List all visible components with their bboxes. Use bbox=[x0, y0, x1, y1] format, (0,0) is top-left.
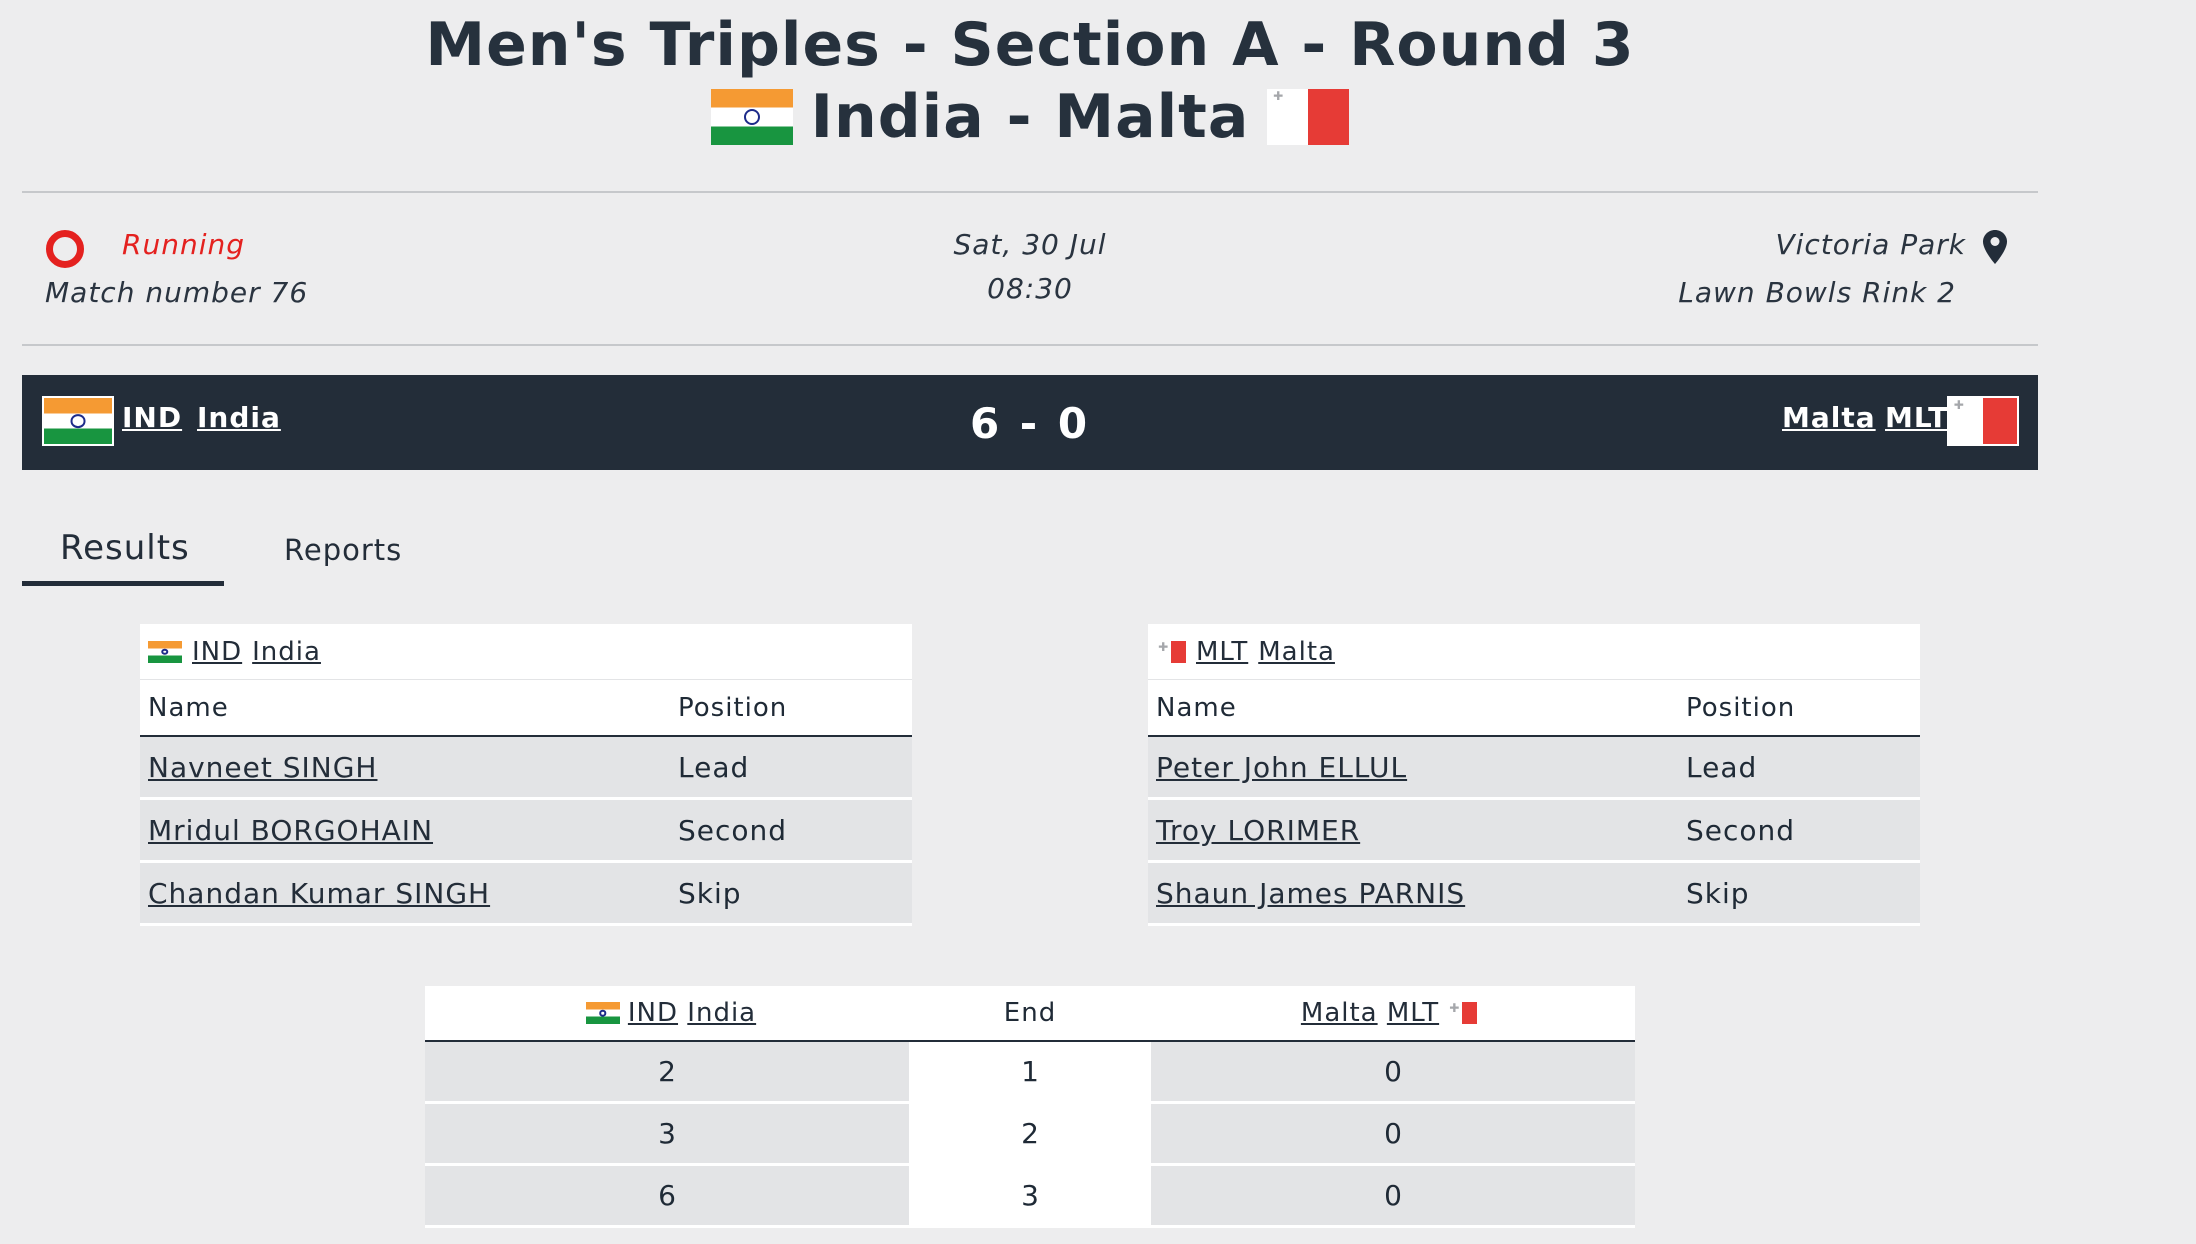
column-headers: Name Position bbox=[1148, 680, 1920, 737]
player-position: Lead bbox=[1686, 750, 1758, 784]
home-name-link[interactable]: India bbox=[687, 998, 757, 1028]
match-status: Running bbox=[122, 228, 245, 261]
home-name-link[interactable]: India bbox=[252, 636, 321, 667]
ends-table-header: IND India End Malta MLT bbox=[425, 986, 1635, 1042]
tab-reports[interactable]: Reports bbox=[284, 533, 403, 567]
home-end-score: 2 bbox=[425, 1042, 909, 1101]
home-code-link[interactable]: IND bbox=[627, 998, 679, 1028]
away-code-link[interactable]: MLT bbox=[1386, 998, 1440, 1028]
player-link[interactable]: Shaun James PARNIS bbox=[1156, 876, 1466, 910]
active-tab-indicator bbox=[22, 581, 224, 586]
malta-flag-icon bbox=[1947, 396, 2019, 446]
venue-name: Victoria Park bbox=[1775, 228, 1966, 261]
away-team-code-link[interactable]: MLT bbox=[1885, 401, 1949, 434]
column-headers: Name Position bbox=[140, 680, 912, 737]
player-link[interactable]: Troy LORIMER bbox=[1156, 813, 1361, 847]
away-name-link[interactable]: Malta bbox=[1300, 998, 1378, 1028]
player-position: Skip bbox=[678, 876, 742, 910]
player-position: Skip bbox=[1686, 876, 1750, 910]
away-end-score: 0 bbox=[1151, 1104, 1635, 1163]
end-number: 2 bbox=[909, 1104, 1151, 1163]
away-roster-table: MLT Malta Name Position Peter John ELLUL… bbox=[1148, 624, 1920, 926]
away-end-score: 0 bbox=[1151, 1042, 1635, 1101]
player-link[interactable]: Peter John ELLUL bbox=[1156, 750, 1408, 784]
divider bbox=[22, 344, 2038, 346]
divider bbox=[22, 191, 2038, 193]
table-row: Peter John ELLUL Lead bbox=[1148, 737, 1920, 800]
teams-heading-text: India - Malta bbox=[810, 82, 1250, 152]
page-title: Men's Triples - Section A - Round 3 bbox=[425, 10, 1635, 80]
table-row: Navneet SINGH Lead bbox=[140, 737, 912, 800]
table-row: Mridul BORGOHAIN Second bbox=[140, 800, 912, 863]
match-date: Sat, 30 Jul bbox=[953, 228, 1107, 261]
home-end-score: 6 bbox=[425, 1166, 909, 1225]
teams-heading: India - Malta bbox=[0, 82, 2060, 152]
column-header-position: Position bbox=[1686, 692, 1796, 723]
end-column-header: End bbox=[909, 986, 1151, 1040]
running-status-icon bbox=[46, 230, 84, 268]
match-number: Match number 76 bbox=[45, 276, 309, 309]
home-code-link[interactable]: IND bbox=[192, 636, 243, 667]
away-team-name-link[interactable]: Malta bbox=[1782, 401, 1876, 434]
india-flag-icon bbox=[148, 640, 182, 663]
malta-flag-icon bbox=[1267, 89, 1350, 145]
player-position: Lead bbox=[678, 750, 750, 784]
away-column-header: Malta MLT bbox=[1151, 986, 1635, 1040]
table-row: 2 1 0 bbox=[425, 1042, 1635, 1104]
away-name-link[interactable]: Malta bbox=[1258, 636, 1335, 667]
away-code-link[interactable]: MLT bbox=[1196, 636, 1249, 667]
malta-flag-icon bbox=[1156, 640, 1186, 663]
player-link[interactable]: Chandan Kumar SINGH bbox=[148, 876, 491, 910]
india-flag-icon bbox=[42, 396, 114, 446]
end-number: 3 bbox=[909, 1166, 1151, 1225]
column-header-name: Name bbox=[1156, 692, 1237, 723]
match-score: 6 - 0 bbox=[969, 399, 1091, 448]
tab-results[interactable]: Results bbox=[60, 528, 190, 568]
match-time: 08:30 bbox=[987, 272, 1073, 305]
player-link[interactable]: Mridul BORGOHAIN bbox=[148, 813, 434, 847]
ends-table: IND India End Malta MLT 2 1 0 3 2 0 6 3 … bbox=[425, 986, 1635, 1228]
home-team-name-link[interactable]: India bbox=[197, 401, 281, 434]
india-flag-icon bbox=[585, 1002, 620, 1024]
column-header-position: Position bbox=[678, 692, 788, 723]
player-position: Second bbox=[1686, 813, 1796, 847]
end-number: 1 bbox=[909, 1042, 1151, 1101]
roster-header: MLT Malta bbox=[1148, 624, 1920, 680]
map-pin-icon[interactable] bbox=[1982, 229, 2008, 269]
home-end-score: 3 bbox=[425, 1104, 909, 1163]
table-row: 6 3 0 bbox=[425, 1166, 1635, 1228]
table-row: Shaun James PARNIS Skip bbox=[1148, 863, 1920, 926]
roster-header: IND India bbox=[140, 624, 912, 680]
table-row: Chandan Kumar SINGH Skip bbox=[140, 863, 912, 926]
rink-name: Lawn Bowls Rink 2 bbox=[1678, 276, 1956, 309]
table-row: 3 2 0 bbox=[425, 1104, 1635, 1166]
player-link[interactable]: Navneet SINGH bbox=[148, 750, 378, 784]
india-flag-icon bbox=[710, 89, 793, 145]
column-header-name: Name bbox=[148, 692, 229, 723]
malta-flag-icon bbox=[1447, 1002, 1478, 1024]
score-bar: IND India 6 - 0 Malta MLT bbox=[22, 375, 2038, 470]
home-column-header: IND India bbox=[425, 986, 909, 1040]
home-roster-table: IND India Name Position Navneet SINGH Le… bbox=[140, 624, 912, 926]
home-team-code-link[interactable]: IND bbox=[122, 401, 183, 434]
table-row: Troy LORIMER Second bbox=[1148, 800, 1920, 863]
player-position: Second bbox=[678, 813, 788, 847]
away-end-score: 0 bbox=[1151, 1166, 1635, 1225]
